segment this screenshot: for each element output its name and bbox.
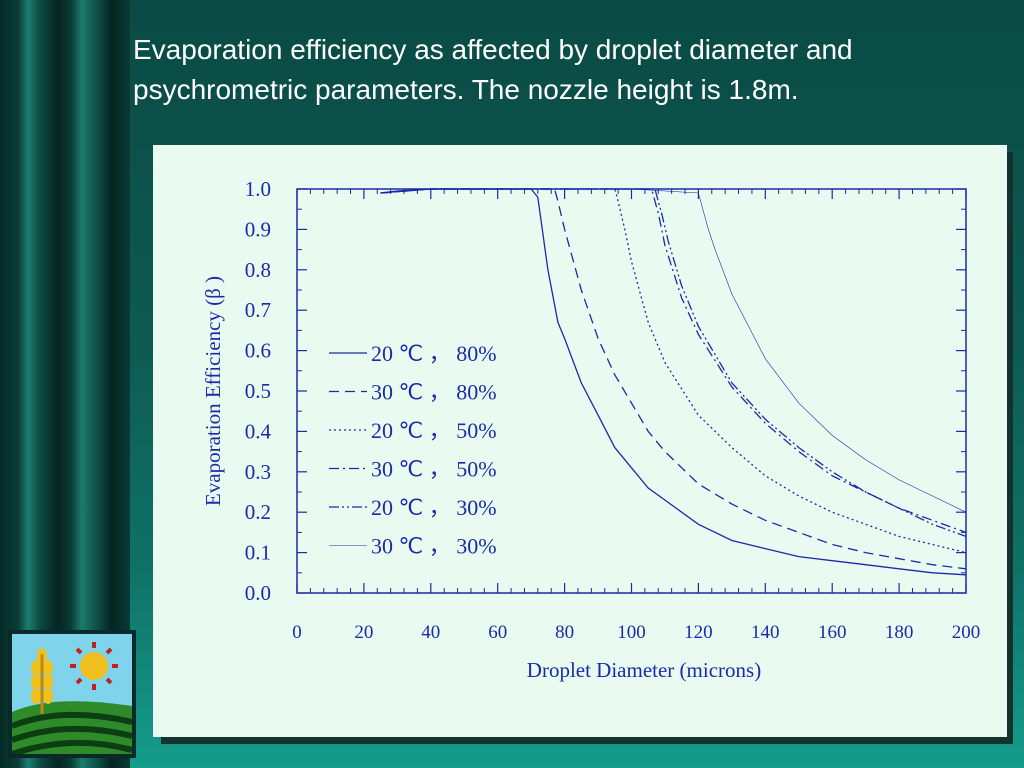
y-tick-label: 0.4: [245, 419, 272, 443]
x-tick-label: 160: [818, 622, 847, 643]
y-tick-label: 0.3: [245, 460, 271, 484]
y-tick-label: 0.2: [245, 500, 271, 524]
legend-entry: 30 ℃ ， 80%: [371, 380, 497, 405]
y-axis-label: Evaporation Efficiency (β ): [201, 276, 225, 506]
y-tick-label: 0.9: [245, 217, 271, 241]
x-tick-label: 60: [488, 622, 507, 643]
y-tick-label: 0.0: [245, 581, 271, 605]
x-tick-label: 20: [354, 622, 373, 643]
organization-logo: [8, 630, 136, 758]
y-tick-label: 0.6: [245, 339, 271, 363]
y-tick-label: 0.1: [245, 541, 271, 565]
legend-entry: 30 ℃ ， 50%: [371, 457, 497, 482]
x-tick-label: 40: [421, 622, 440, 643]
y-tick-label: 0.5: [245, 379, 271, 403]
series-line-6: [380, 188, 967, 513]
y-tick-label: 1.0: [245, 177, 271, 201]
legend-entry: 20 ℃ ， 80%: [371, 341, 497, 366]
y-tick-label: 0.7: [245, 298, 271, 322]
x-tick-label: 0: [292, 622, 302, 643]
legend-entry: 20 ℃ ， 30%: [371, 495, 497, 520]
x-tick-label: 180: [885, 622, 914, 643]
legend-entry: 30 ℃ ， 30%: [371, 534, 497, 559]
series-line-3: [380, 188, 967, 554]
series-line-5: [380, 188, 967, 538]
series-line-4: [380, 188, 967, 534]
line-chart: 0 20 40 60 80 100 120 140 160 180 200 0.0 0.1 0.2 0.3 0…: [201, 177, 981, 682]
chart-panel: 0 20 40 60 80 100 120 140 160 180 200 0.0 0.1 0.2 0.3 0…: [153, 145, 1007, 737]
x-tick-label: 200: [952, 622, 981, 643]
x-tick-label: 120: [684, 622, 713, 643]
x-tick-label: 80: [555, 622, 574, 643]
farm-sun-icon: [12, 634, 132, 754]
x-tick-label: 100: [617, 622, 646, 643]
slide-title: Evaporation efficiency as affected by dr…: [133, 34, 853, 105]
series-line-2: [380, 188, 967, 570]
y-tick-label: 0.8: [245, 258, 271, 282]
x-axis-label: Droplet Diameter (microns): [527, 658, 761, 682]
x-tick-label: 140: [751, 622, 780, 643]
legend-entry: 20 ℃ ， 50%: [371, 418, 497, 443]
